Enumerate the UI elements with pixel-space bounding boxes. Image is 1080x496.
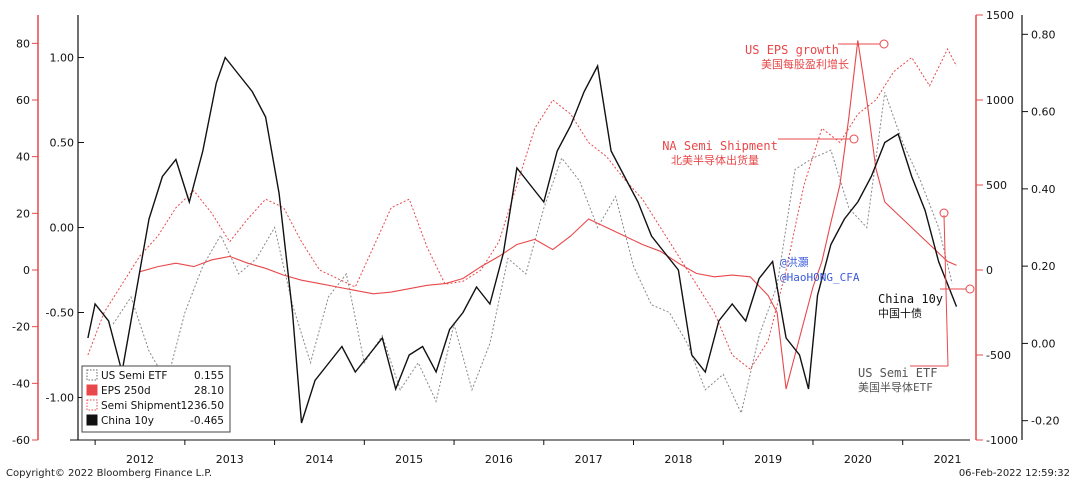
left-outer-tick-label: -20 <box>12 321 30 334</box>
x-tick-label: 2016 <box>485 453 513 466</box>
series-line-eps-250d <box>139 40 957 390</box>
left-outer-tick-label: 0 <box>23 264 30 277</box>
watermark-line2: @HaoHONG_CFA <box>780 271 860 284</box>
right-outer-tick-label: 0.40 <box>1031 183 1056 196</box>
annotation-leader-line <box>943 214 949 367</box>
x-tick-label: 2014 <box>305 453 333 466</box>
legend-label: EPS 250d <box>101 385 151 397</box>
legend: US Semi ETF 0.155 EPS 250d 28.10 Semi Shipme… <box>81 365 231 433</box>
annotation-us-eps-growth-en: US EPS growth <box>745 43 839 57</box>
left-inner-tick-label: 0.50 <box>50 137 75 150</box>
legend-box <box>81 365 231 433</box>
legend-swatch-semi-shipment <box>86 399 98 411</box>
series-line-china-10y <box>87 56 958 424</box>
annotation-china-10y-en: China 10y <box>878 292 943 306</box>
legend-value: 1236.50 <box>181 400 224 412</box>
watermark-line1: @洪灝 <box>780 255 809 269</box>
legend-swatch-eps-250d <box>86 384 98 396</box>
left-inner-tick-label: -1.00 <box>46 392 74 405</box>
x-tick-label: 2015 <box>395 453 423 466</box>
legend-label: Semi Shipment <box>101 400 181 412</box>
legend-label: US Semi ETF <box>101 370 167 382</box>
legend-label: China 10y <box>101 415 154 427</box>
right-inner-tick-label: -1000 <box>986 434 1018 447</box>
right-outer-tick-label: -0.20 <box>1031 415 1059 428</box>
x-tick-label: 2020 <box>844 453 872 466</box>
left-outer-tick-label: 20 <box>16 207 30 220</box>
left-inner-tick-label: 0.00 <box>50 222 75 235</box>
right-inner-tick-label: 500 <box>986 179 1007 192</box>
series-layer <box>87 40 958 424</box>
left-outer-tick-label: 60 <box>16 94 30 107</box>
series-line-semi-shipment <box>87 47 957 370</box>
left-outer-tick-label: -60 <box>12 434 30 447</box>
legend-swatch-us-semi-etf <box>86 369 98 381</box>
annotation-marker <box>939 208 949 218</box>
right-inner-tick-label: 0 <box>986 264 993 277</box>
right-inner-tick-label: 1000 <box>986 94 1014 107</box>
legend-swatch-china-10y <box>86 414 98 426</box>
annotation-marker <box>965 284 975 294</box>
annotation-us-eps-growth-cn: 美国每股盈利增长 <box>761 57 849 71</box>
left-outer-tick-label: -40 <box>12 377 30 390</box>
right-inner-tick-label: 1500 <box>986 9 1014 22</box>
legend-value: 28.10 <box>194 385 224 397</box>
annotation-us-semi-etf-cn: 美国半导体ETF <box>858 380 933 394</box>
right-outer-tick-label: 0.80 <box>1031 28 1056 41</box>
x-tick-label: 2021 <box>934 453 962 466</box>
legend-value: 0.155 <box>194 370 224 382</box>
annotation-china-10y-cn: 中国十债 <box>878 306 922 320</box>
annotation-na-semi-shipment-en: NA Semi Shipment <box>662 139 778 153</box>
left-inner-tick-label: 1.00 <box>50 52 75 65</box>
annotation-us-semi-etf-en: US Semi ETF <box>858 366 937 380</box>
x-tick-label: 2018 <box>664 453 692 466</box>
copyright-text: Copyright© 2022 Bloomberg Finance L.P. <box>6 468 213 479</box>
timestamp-text: 06-Feb-2022 12:59:32 <box>958 468 1070 479</box>
x-tick-label: 2017 <box>575 453 603 466</box>
series-line-us-semi-etf <box>112 92 953 415</box>
axes-layer: 80 60 40 20 0 -20 -40 -60 1.00 0.50 0.00 -0.50 -1.00… <box>12 9 1059 466</box>
right-inner-tick-label: -500 <box>986 349 1011 362</box>
annotation-na-semi-shipment-cn: 北美半导体出货量 <box>671 153 759 167</box>
annotation-marker <box>879 39 889 49</box>
legend-value: -0.465 <box>190 415 224 427</box>
x-tick-label: 2019 <box>754 453 782 466</box>
annotation-marker <box>849 134 859 144</box>
left-outer-tick-label: 40 <box>16 151 30 164</box>
right-outer-tick-label: 0.20 <box>1031 260 1056 273</box>
right-outer-tick-label: 0.60 <box>1031 106 1056 119</box>
left-outer-tick-label: 80 <box>16 37 30 50</box>
left-inner-tick-label: -0.50 <box>46 307 74 320</box>
x-tick-label: 2012 <box>126 453 154 466</box>
right-outer-tick-label: 0.00 <box>1031 337 1056 350</box>
x-tick-label: 2013 <box>216 453 244 466</box>
